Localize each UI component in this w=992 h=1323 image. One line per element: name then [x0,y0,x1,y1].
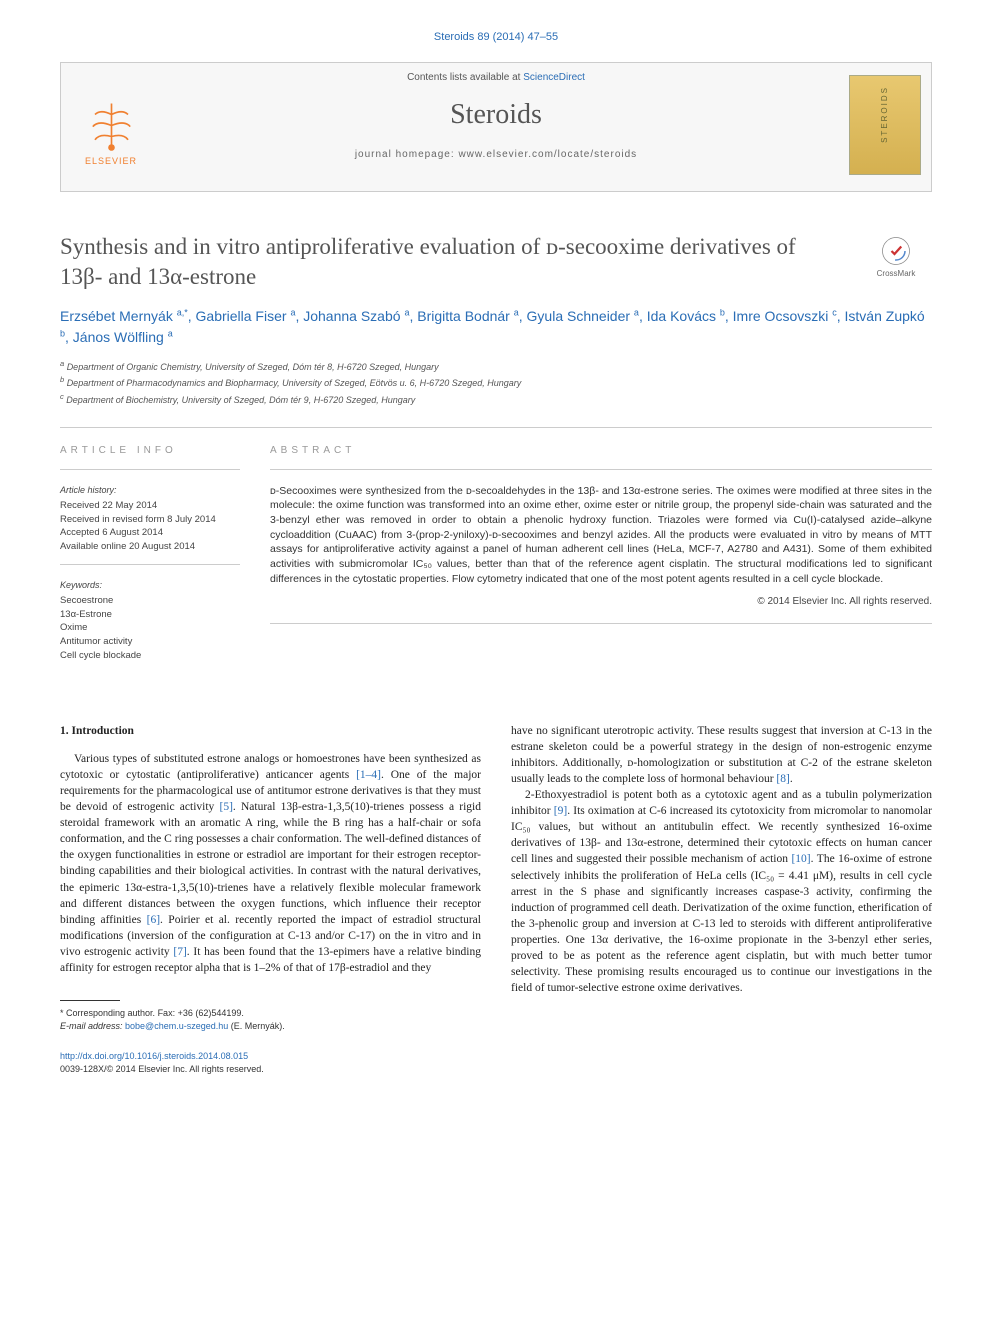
body-paragraph: have no significant uterotropic activity… [511,723,932,787]
body-col-left: 1. Introduction Various types of substit… [60,723,481,1076]
info-abstract-row: ARTICLE INFO Article history: Received 2… [60,427,932,686]
keyword: Antitumor activity [60,635,240,649]
contents-line: Contents lists available at ScienceDirec… [61,63,931,90]
page-root: Steroids 89 (2014) 47–55 ELSEVIER Conten… [0,0,992,1115]
body-two-column: 1. Introduction Various types of substit… [60,723,932,1076]
article-info-heading: ARTICLE INFO [60,444,240,470]
history-line: Received 22 May 2014 [60,499,240,513]
affiliation-b: b Department of Pharmacodynamics and Bio… [60,374,932,391]
history-line: Received in revised form 8 July 2014 [60,513,240,527]
journal-homepage-url[interactable]: www.elsevier.com/locate/steroids [458,149,637,160]
keywords-block: Keywords: Secoestrone 13α-Estrone Oxime … [60,579,240,673]
crossmark-badge[interactable]: CrossMark [860,236,932,280]
keyword: Oxime [60,621,240,635]
abstract-column: ABSTRACT ᴅ-Secooximes were synthesized f… [270,444,932,686]
history-block: Article history: Received 22 May 2014 Re… [60,484,240,565]
keywords-label: Keywords: [60,579,240,592]
keyword: Secoestrone [60,594,240,608]
keyword: 13α-Estrone [60,608,240,622]
keyword: Cell cycle blockade [60,649,240,663]
body-paragraph: Various types of substituted estrone ana… [60,751,481,976]
article-info-column: ARTICLE INFO Article history: Received 2… [60,444,240,686]
footnote-rule [60,1000,120,1001]
citation-header[interactable]: Steroids 89 (2014) 47–55 [60,30,932,46]
article-title: Synthesis and in vitro antiproliferative… [60,232,932,292]
doi-link[interactable]: http://dx.doi.org/10.1016/j.steroids.201… [60,1050,481,1063]
journal-title: Steroids [61,95,931,136]
elsevier-name: ELSEVIER [85,155,137,168]
sciencedirect-link[interactable]: ScienceDirect [523,72,585,83]
abstract-heading: ABSTRACT [270,444,932,470]
section-1-heading: 1. Introduction [60,723,481,739]
abstract-copyright: © 2014 Elsevier Inc. All rights reserved… [270,595,932,609]
abstract-text: ᴅ-Secooximes were synthesized from the ᴅ… [270,484,932,624]
journal-masthead: ELSEVIER Contents lists available at Sci… [60,62,932,192]
journal-homepage: journal homepage: www.elsevier.com/locat… [61,142,931,169]
elsevier-logo[interactable]: ELSEVIER [71,91,151,176]
tree-icon [84,98,139,153]
email-footnote: E-mail address: bobe@chem.u-szeged.hu (E… [60,1020,481,1033]
authors-list: Erzsébet Mernyák a,*, Gabriella Fiser a,… [60,306,932,348]
affiliation-a: a Department of Organic Chemistry, Unive… [60,358,932,375]
history-label: Article history: [60,484,240,497]
affiliations: a Department of Organic Chemistry, Unive… [60,358,932,408]
journal-cover-thumb[interactable]: STEROIDS [849,75,921,175]
affiliation-c: c Department of Biochemistry, University… [60,391,932,408]
body-col-right: have no significant uterotropic activity… [511,723,932,1076]
body-paragraph: 2-Ethoxyestradiol is potent both as a cy… [511,787,932,996]
corresponding-footnote: * Corresponding author. Fax: +36 (62)544… [60,1007,481,1020]
history-line: Accepted 6 August 2014 [60,526,240,540]
history-line: Available online 20 August 2014 [60,540,240,554]
cover-title: STEROIDS [879,86,891,143]
issn-copyright: 0039-128X/© 2014 Elsevier Inc. All right… [60,1063,481,1076]
crossmark-icon [881,236,911,266]
corresponding-email[interactable]: bobe@chem.u-szeged.hu [125,1021,228,1031]
